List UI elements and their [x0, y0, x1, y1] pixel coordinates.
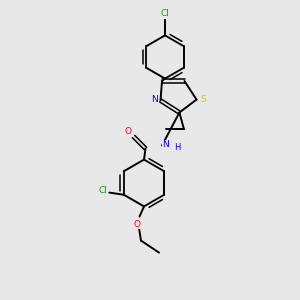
Text: Cl: Cl: [160, 9, 169, 18]
Text: S: S: [200, 95, 206, 104]
Text: N: N: [151, 94, 158, 103]
Text: N: N: [162, 140, 169, 149]
Text: H: H: [174, 142, 181, 152]
Text: O: O: [124, 127, 132, 136]
Text: Cl: Cl: [99, 186, 108, 195]
Text: O: O: [133, 220, 140, 229]
